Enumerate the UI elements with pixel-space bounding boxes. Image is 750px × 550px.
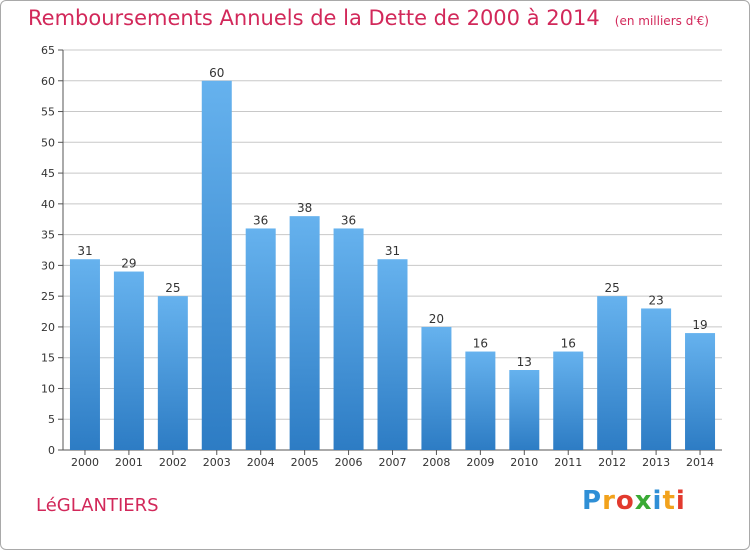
bar <box>465 351 496 450</box>
y-tick-label: 50 <box>41 136 55 149</box>
data-label: 60 <box>209 66 224 80</box>
y-tick-label: 40 <box>41 198 55 211</box>
x-tick-label: 2012 <box>598 456 626 469</box>
data-label: 38 <box>297 201 312 215</box>
data-label: 36 <box>341 213 356 227</box>
y-tick-label: 0 <box>48 444 55 457</box>
bar <box>509 370 540 450</box>
y-tick-label: 25 <box>41 290 55 303</box>
bar <box>157 296 188 450</box>
bar <box>69 259 100 450</box>
chart-title: Remboursements Annuels de la Dette de 20… <box>28 6 600 30</box>
bar <box>553 351 584 450</box>
logo-letter: i <box>652 486 663 516</box>
bar <box>289 216 320 450</box>
data-label: 31 <box>385 244 400 258</box>
data-label: 31 <box>77 244 92 258</box>
bar <box>685 333 716 450</box>
y-tick-label: 60 <box>41 75 55 88</box>
logo-letter: o <box>615 486 635 516</box>
x-tick-label: 2013 <box>642 456 670 469</box>
y-tick-label: 10 <box>41 382 55 395</box>
logo-letter: r <box>602 486 616 516</box>
x-tick-label: 2002 <box>159 456 187 469</box>
data-label: 16 <box>473 337 488 351</box>
data-label: 29 <box>121 257 136 271</box>
x-tick-label: 2006 <box>335 456 363 469</box>
chart-subtitle: (en milliers d'€) <box>614 14 709 28</box>
logo-letter: P <box>582 486 603 516</box>
bar <box>333 228 364 450</box>
bar <box>201 80 232 451</box>
y-tick-label: 35 <box>41 229 55 242</box>
y-tick-label: 20 <box>41 321 55 334</box>
logo-letter: t <box>662 486 676 516</box>
x-tick-label: 2004 <box>247 456 275 469</box>
data-label: 23 <box>648 293 663 307</box>
y-tick-label: 30 <box>41 259 55 272</box>
data-label: 25 <box>165 281 180 295</box>
y-tick-label: 55 <box>41 106 55 119</box>
y-tick-label: 15 <box>41 352 55 365</box>
x-tick-label: 2001 <box>115 456 143 469</box>
logo-letter: x <box>634 486 653 516</box>
bar <box>597 296 628 450</box>
data-label: 25 <box>605 281 620 295</box>
x-tick-label: 2000 <box>71 456 99 469</box>
bar <box>641 308 672 450</box>
x-tick-label: 2011 <box>554 456 582 469</box>
x-tick-label: 2010 <box>510 456 538 469</box>
x-tick-label: 2005 <box>291 456 319 469</box>
bar <box>377 259 408 450</box>
x-tick-label: 2007 <box>379 456 407 469</box>
data-label: 36 <box>253 213 268 227</box>
x-tick-label: 2009 <box>466 456 494 469</box>
proxiti-logo: Proxiti <box>582 486 686 516</box>
x-tick-label: 2003 <box>203 456 231 469</box>
title-row: Remboursements Annuels de la Dette de 20… <box>28 6 709 30</box>
bar <box>245 228 276 450</box>
y-tick-label: 45 <box>41 167 55 180</box>
data-label: 13 <box>517 355 532 369</box>
y-tick-label: 65 <box>41 44 55 57</box>
logo-letter: i <box>675 486 686 516</box>
data-label: 20 <box>429 312 444 326</box>
bar <box>113 271 144 450</box>
x-tick-label: 2008 <box>422 456 450 469</box>
y-tick-label: 5 <box>48 413 55 426</box>
data-label: 19 <box>692 318 707 332</box>
data-label: 16 <box>561 337 576 351</box>
x-tick-label: 2014 <box>686 456 714 469</box>
commune-name: LéGLANTIERS <box>36 495 159 516</box>
bar <box>421 326 452 450</box>
